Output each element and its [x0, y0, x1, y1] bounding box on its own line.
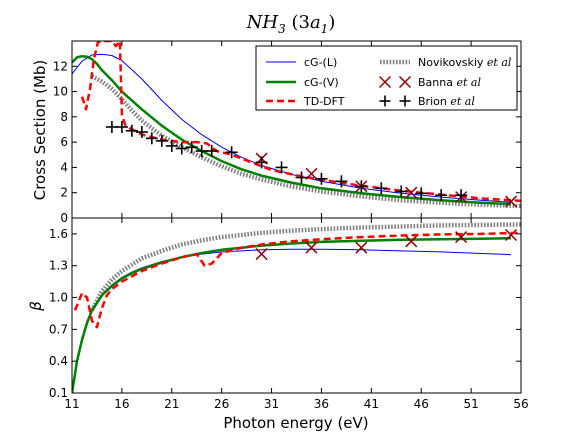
- title-a-sub: 1: [321, 22, 329, 36]
- x-tick-label: 46: [414, 397, 429, 411]
- title-main: NH: [246, 12, 279, 33]
- top-brion-et-al-point: [255, 156, 268, 169]
- bottom-banna-et-al-point: [355, 241, 368, 254]
- top-brion-et-al-point: [225, 146, 238, 159]
- top-brion-et-al-point: [125, 124, 138, 137]
- legend-item-td-dft: TD-DFT: [266, 95, 345, 108]
- top-brion-et-al-point: [115, 120, 128, 133]
- top-y-tick-label: 2: [60, 186, 68, 200]
- top-brion-et-al-point: [295, 171, 308, 184]
- x-tick-label: 26: [214, 397, 229, 411]
- bottom-novikovskiy-et-al-line: [90, 222, 521, 312]
- top-brion-et-al-point: [415, 187, 428, 200]
- legend-item-novikovskiy-et-al: Novikovskiy et al: [380, 56, 512, 69]
- x-tick-label: 31: [264, 397, 279, 411]
- legend-item-banna-et-al: Banna et al: [378, 75, 481, 89]
- legend: cG-(L) cG-(V) TD-DFT Novikovskiy et al Banna…: [255, 45, 518, 111]
- x-tick-label: 36: [314, 397, 329, 411]
- x-axis-label: Photon energy (eV): [223, 414, 368, 432]
- bottom-y-tick-label: 0.4: [49, 354, 68, 368]
- top-y-tick-label: 0: [60, 211, 68, 225]
- x-tick-label: 41: [364, 397, 379, 411]
- x-tick-label: 21: [164, 397, 179, 411]
- bottom-banna-et-al-point: [255, 248, 268, 261]
- legend-label: cG-(V): [304, 76, 339, 89]
- top-y-tick-label: 10: [53, 85, 68, 99]
- title-sub: 3: [278, 22, 286, 36]
- top-y-tick-label: 8: [60, 110, 68, 124]
- top-brion-et-al-point: [135, 126, 148, 139]
- top-plot-area: [72, 41, 521, 209]
- bottom-y-tick-label: 1.6: [49, 227, 68, 241]
- bottom-banna-et-al-point: [305, 241, 318, 254]
- top-brion-et-al-point: [175, 142, 188, 155]
- bottom-plot-area: [72, 222, 521, 393]
- top-y-tick-label: 4: [60, 160, 68, 174]
- x-tick-label: 11: [64, 397, 79, 411]
- bottom-banna-et-al-point: [405, 235, 418, 248]
- chart-title: NH3 (3a1): [246, 12, 336, 36]
- top-cg-l-line: [72, 53, 512, 203]
- top-y-axis-label: Cross Section (Mb): [31, 60, 49, 201]
- top-brion-et-al-point: [275, 161, 288, 174]
- legend-item-cg-v: cG-(V): [266, 76, 339, 89]
- bottom-panel: 0.10.40.71.01.31.6 11 16 21 26 31 36 41 46 51 56 …: [27, 41, 529, 432]
- top-brion-et-al-point: [165, 139, 178, 152]
- x-tick-label: 51: [463, 397, 478, 411]
- x-tick-label: 16: [114, 397, 129, 411]
- bottom-y-axis-label: β: [27, 301, 45, 312]
- top-brion-et-al-point: [145, 132, 158, 145]
- top-banna-et-al-point: [504, 195, 518, 208]
- top-y-tick-label: 12: [53, 59, 68, 73]
- bottom-cg-v-line: [72, 236, 512, 393]
- top-y-ticks: 0 2 4 6 8 10 12: [53, 59, 521, 225]
- bottom-axes-frame: [71, 217, 522, 394]
- top-novikovskiy-et-al-line: [90, 74, 521, 209]
- legend-label: Banna et al: [418, 76, 481, 89]
- title-close: ): [328, 12, 335, 33]
- top-brion-et-al-point: [355, 180, 368, 193]
- top-brion-et-al-point: [395, 185, 408, 198]
- bottom-y-tick-label: 1.3: [49, 259, 68, 273]
- top-brion-et-al-point: [435, 189, 448, 202]
- top-brion-et-al-point: [375, 182, 388, 195]
- x-ticks: 11 16 21 26 31 36 41 46 51 56: [64, 41, 529, 411]
- title-rest: (3: [286, 12, 310, 33]
- bottom-y-tick-label: 1.0: [49, 291, 68, 305]
- top-y-tick-label: 6: [60, 135, 68, 149]
- bottom-y-tick-label: 0.1: [49, 386, 68, 400]
- top-brion-et-al-point: [335, 175, 348, 188]
- legend-label: Novikovskiy et al: [418, 56, 512, 69]
- top-brion-et-al-point: [155, 134, 168, 147]
- bottom-y-tick-label: 0.7: [49, 322, 68, 336]
- top-banna-et-al-point: [405, 186, 418, 199]
- legend-box: [255, 45, 518, 111]
- bottom-y-ticks: 0.1 0.4 0.7 1.0 1.3 1.6: [49, 227, 521, 400]
- top-brion-et-al-point: [315, 172, 328, 185]
- bottom-banna-et-al-point: [455, 231, 468, 244]
- bottom-td-dft-line: [73, 231, 521, 329]
- top-brion-et-al-point: [185, 141, 198, 154]
- top-brion-et-al-point: [455, 189, 468, 202]
- legend-label: Brion et al: [418, 95, 475, 108]
- legend-item-cg-l: cG-(L): [266, 56, 337, 69]
- x-tick-label: 56: [513, 397, 528, 411]
- legend-item-brion-et-al: Brion et al: [379, 95, 475, 108]
- top-brion-et-al-point: [205, 144, 218, 157]
- top-banna-et-al-point: [305, 167, 318, 180]
- legend-label: TD-DFT: [303, 95, 345, 108]
- legend-label: cG-(L): [304, 56, 337, 69]
- top-panel: 0 2 4 6 8 10 12 Cross Section (Mb) cG-(L) cG-(V…: [31, 40, 522, 225]
- bottom-banna-et-al-point: [504, 228, 518, 242]
- title-a: a: [310, 12, 321, 33]
- top-cg-v-line: [72, 54, 512, 206]
